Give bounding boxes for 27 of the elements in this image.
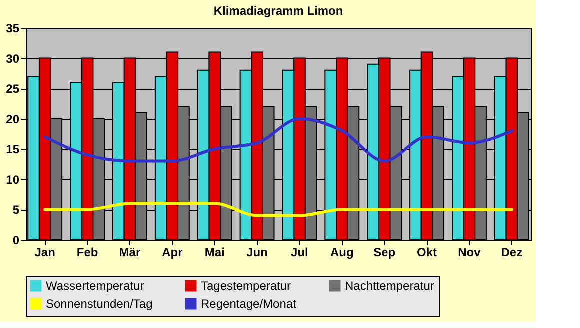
chart-title: Klimadiagramm Limon bbox=[214, 4, 344, 18]
y-tick-label: 10 bbox=[6, 172, 20, 187]
y-tick-label: 35 bbox=[6, 22, 20, 36]
x-tick-label: Apr bbox=[162, 246, 184, 260]
x-tick-label: Okt bbox=[417, 246, 438, 260]
legend-label: Nachttemperatur bbox=[345, 279, 434, 293]
legend-label: Sonnenstunden/Tag bbox=[46, 297, 153, 311]
legend-label: Wassertemperatur bbox=[46, 279, 144, 293]
x-tick-label: Dez bbox=[501, 246, 523, 260]
x-tick-label: Jun bbox=[246, 246, 268, 260]
y-tick-label: 20 bbox=[6, 112, 20, 126]
x-tick-label: Aug bbox=[330, 246, 354, 260]
y-tick-label: 15 bbox=[6, 142, 20, 157]
x-tick-label: Jan bbox=[34, 246, 56, 260]
y-tick-label: 0 bbox=[12, 234, 20, 248]
x-tick-label: Mai bbox=[204, 246, 225, 260]
legend-label: Tagestemperatur bbox=[201, 279, 292, 293]
legend-label: Regentage/Monat bbox=[201, 297, 298, 311]
x-tick-label: Feb bbox=[76, 246, 98, 260]
line-series bbox=[44, 117, 514, 163]
x-tick-label: Nov bbox=[458, 246, 482, 260]
x-tick-label: Jul bbox=[291, 246, 308, 260]
y-tick-label: 5 bbox=[12, 203, 20, 218]
y-tick-label: 30 bbox=[6, 52, 20, 66]
x-tick-label: Mär bbox=[119, 246, 141, 260]
y-tick-label: 25 bbox=[6, 82, 20, 96]
x-tick-label: Sep bbox=[374, 246, 396, 260]
